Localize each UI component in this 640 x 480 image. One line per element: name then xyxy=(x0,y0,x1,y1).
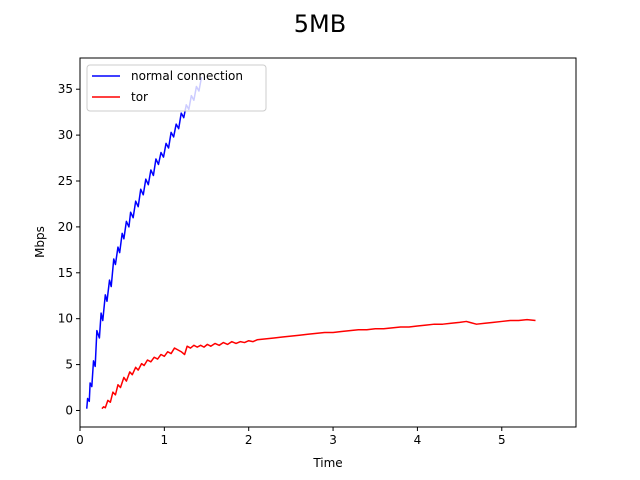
y-tick-label: 25 xyxy=(58,174,73,188)
x-axis-ticks: 0 1 2 3 4 5 xyxy=(76,427,506,447)
series-line-normal-connection xyxy=(86,77,203,409)
chart-title: 5MB xyxy=(294,10,346,38)
legend-label-normal-connection: normal connection xyxy=(131,69,243,83)
y-axis-ticks: 0 5 10 15 20 25 30 35 xyxy=(58,82,80,417)
legend: normal connection tor xyxy=(86,64,267,112)
legend-label-tor: tor xyxy=(131,90,148,104)
x-axis-label: Time xyxy=(312,456,342,470)
y-tick-label: 0 xyxy=(65,403,73,417)
y-axis-label: Mbps xyxy=(33,226,47,258)
y-tick-label: 15 xyxy=(58,266,73,280)
series-line-tor xyxy=(101,318,536,410)
x-tick-label: 5 xyxy=(498,433,506,447)
y-tick-label: 35 xyxy=(58,82,73,96)
legend-box xyxy=(86,64,267,112)
y-tick-label: 20 xyxy=(58,220,73,234)
y-tick-label: 30 xyxy=(58,128,73,142)
y-tick-label: 10 xyxy=(58,312,73,326)
x-tick-label: 1 xyxy=(161,433,169,447)
x-tick-label: 0 xyxy=(76,433,84,447)
y-tick-label: 5 xyxy=(65,358,73,372)
plot-lines xyxy=(86,77,536,410)
x-tick-label: 4 xyxy=(414,433,422,447)
plot-area-frame xyxy=(79,57,577,428)
x-tick-label: 2 xyxy=(245,433,253,447)
x-tick-label: 3 xyxy=(329,433,337,447)
